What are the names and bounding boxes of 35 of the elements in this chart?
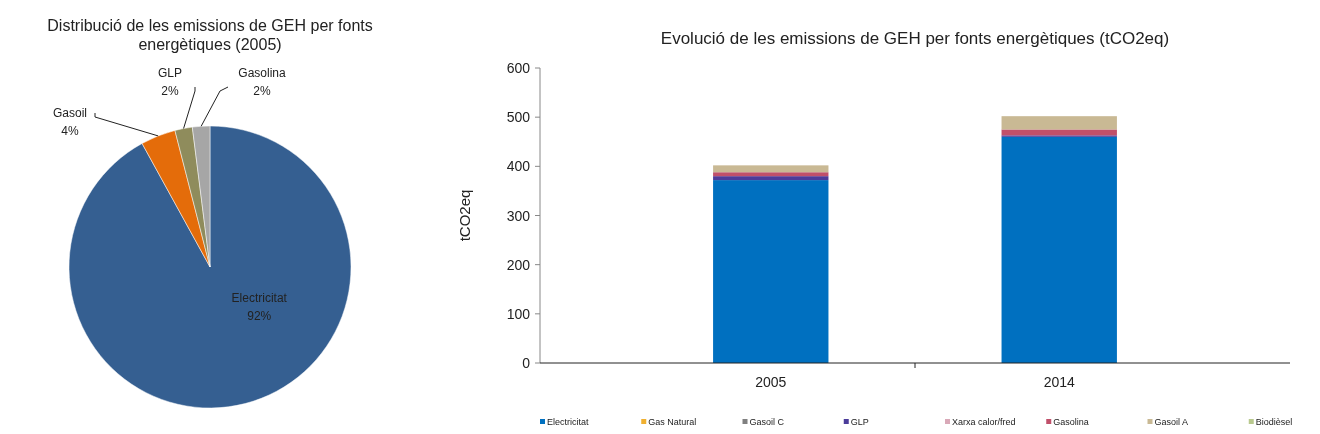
slice-label: Gasoil <box>52 106 88 120</box>
slice-label: GLP <box>157 66 183 80</box>
chart-title: Distribució de les emissions de GEH per fonts energètiques (2005) <box>47 17 373 53</box>
y-tick-label: 100 <box>506 305 531 322</box>
slice-label: Electricitat <box>231 291 288 306</box>
chart-title: Evolució de les emissions de GEH per fonts energètiques (tCO2eq) <box>660 29 1170 48</box>
y-tick-label: 500 <box>506 109 531 126</box>
y-tick-label: 300 <box>506 207 531 224</box>
legend-label: Gas Natural <box>648 417 697 427</box>
data-label: 2% <box>253 84 271 98</box>
legend-label: Xarxa calor/fred <box>952 417 1016 427</box>
legend-label: Gasoil A <box>1154 417 1189 427</box>
data-label: 92% <box>247 309 272 324</box>
y-tick-label: 400 <box>506 158 531 175</box>
bar <box>713 165 829 173</box>
x-tick-label: 2005 <box>755 374 787 390</box>
slice-label: Gasolina <box>238 66 286 80</box>
bar <box>1001 116 1117 130</box>
y-axis-title: tCO2eq <box>456 189 473 242</box>
bar <box>1001 136 1117 363</box>
legend-label: Electricitat <box>547 417 590 427</box>
bar <box>713 180 829 363</box>
y-tick-label: 0 <box>522 355 531 371</box>
x-tick-label: 2014 <box>1043 374 1076 390</box>
data-label: 2% <box>161 84 179 98</box>
bar <box>713 176 829 181</box>
legend-label: Gasolina <box>1053 417 1089 427</box>
bar <box>1001 129 1117 136</box>
legend-label: Biodièsel <box>1255 417 1293 427</box>
data-label: 4% <box>61 124 79 138</box>
y-tick-label: 600 <box>506 60 531 76</box>
legend-label: GLP <box>850 417 869 427</box>
legend-label: Gasoil C <box>749 417 785 427</box>
y-tick-label: 200 <box>506 256 531 273</box>
bar <box>713 172 829 177</box>
